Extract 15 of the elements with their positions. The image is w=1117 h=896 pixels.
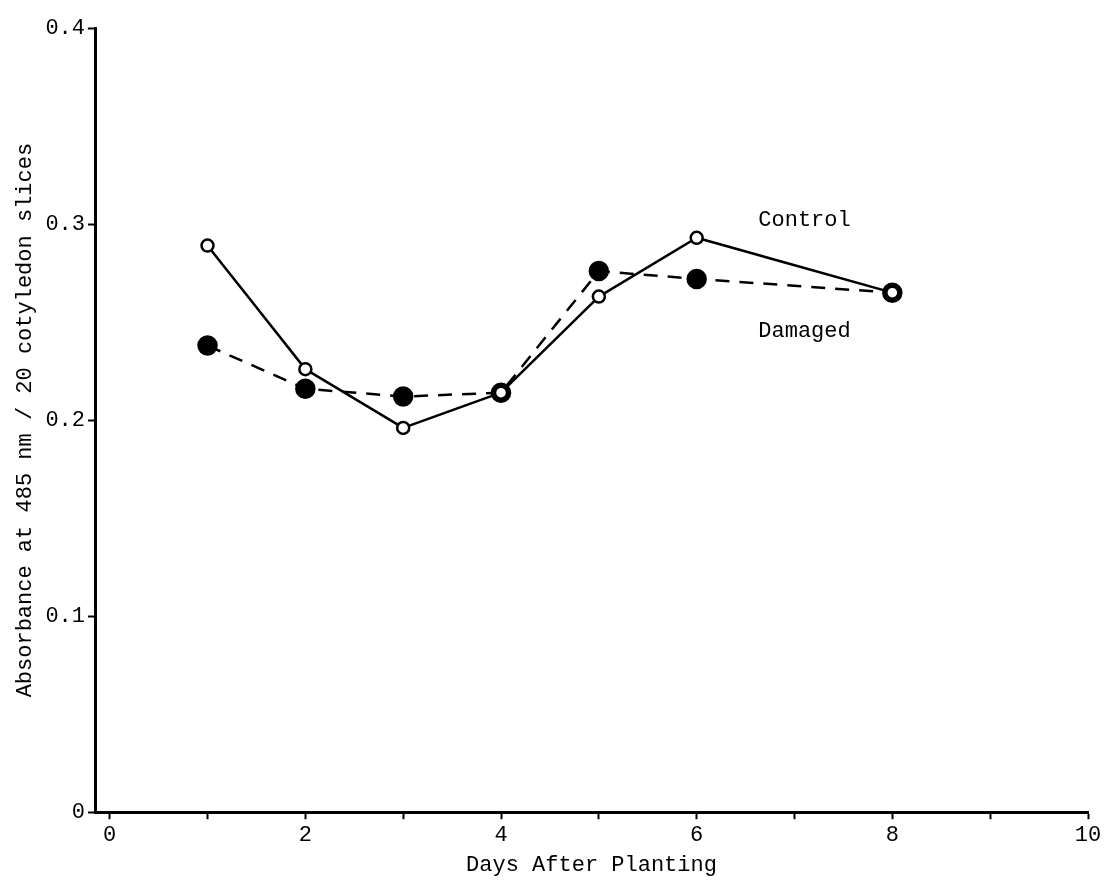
x-tick-label: 6	[690, 823, 704, 849]
series-label: Damaged	[758, 318, 851, 344]
series-label: Control	[758, 208, 851, 234]
y-tick-label: 0.3	[45, 211, 86, 237]
x-tick-label: 0	[103, 823, 117, 849]
y-tick-label: 0.4	[45, 15, 86, 41]
y-tick-label: 0.1	[45, 603, 86, 629]
y-tick-label: 0.2	[45, 407, 86, 433]
x-tick-label: 8	[885, 823, 899, 849]
x-tick-label: 4	[494, 823, 508, 849]
y-axis-title: Absorbance at 485 nm / 20 cotyledon slices	[13, 142, 39, 698]
y-tick-label: 0	[71, 800, 86, 826]
x-axis-title: Days After Planting	[466, 852, 717, 878]
x-tick-label: 2	[298, 823, 312, 849]
x-tick-label: 10	[1074, 823, 1102, 849]
